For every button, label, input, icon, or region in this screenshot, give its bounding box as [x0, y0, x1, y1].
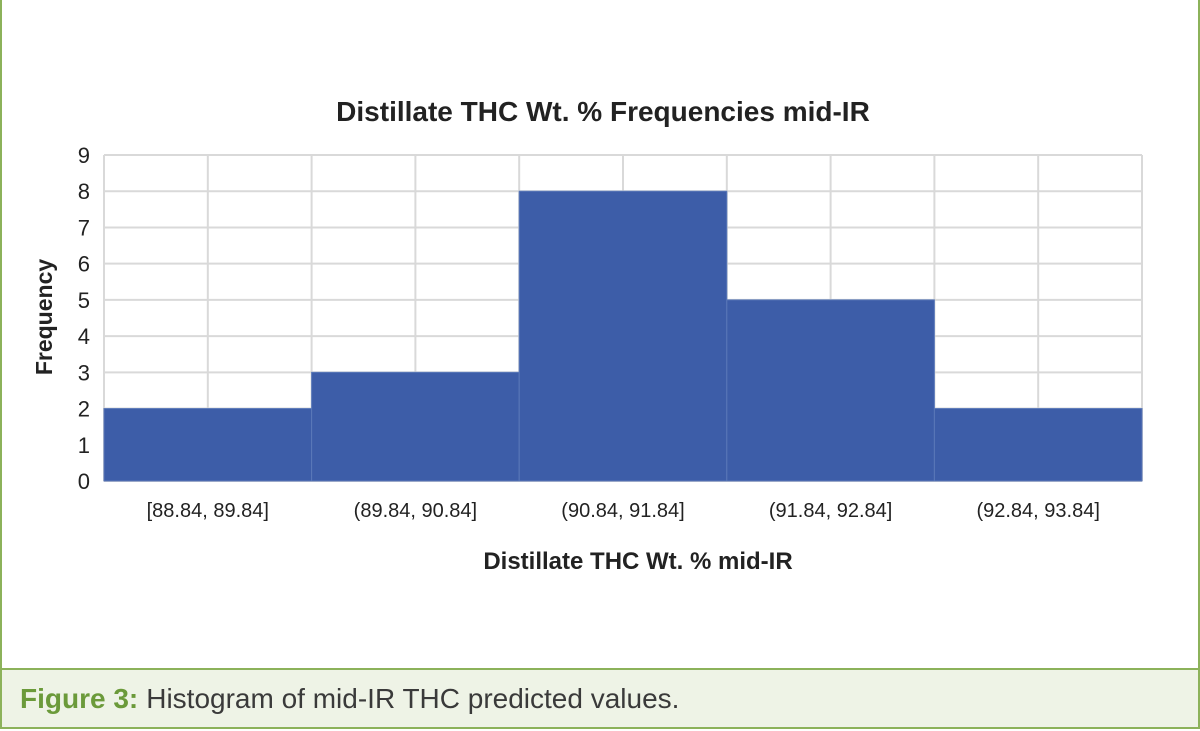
bars [103, 190, 1143, 482]
y-tick-label: 9 [78, 143, 90, 168]
x-tick-label: [88.84, 89.84] [147, 500, 269, 522]
y-tick-label: 3 [78, 360, 90, 385]
y-tick-label: 1 [78, 433, 90, 458]
y-tick-label: 7 [78, 215, 90, 240]
figure-caption: Figure 3: Histogram of mid-IR THC predic… [2, 668, 1198, 727]
x-axis-label: Distillate THC Wt. % mid-IR [483, 548, 792, 575]
histogram-bar [103, 408, 313, 482]
y-axis-label: Frequency [31, 259, 57, 376]
histogram-bar [311, 371, 520, 482]
x-tick-label: (92.84, 93.84] [976, 500, 1099, 522]
histogram-chart: Distillate THC Wt. % Frequencies mid-IR … [31, 96, 1143, 575]
figure-caption-text: Histogram of mid-IR THC predicted values… [146, 682, 680, 714]
figure-label: Figure 3: [20, 682, 139, 714]
x-tick-labels: [88.84, 89.84] (89.84, 90.84] (90.84, 91.8… [147, 500, 1100, 522]
y-tick-label: 0 [78, 469, 90, 494]
chart-area: Distillate THC Wt. % Frequencies mid-IR … [2, 0, 1198, 668]
chart-title: Distillate THC Wt. % Frequencies mid-IR [336, 96, 870, 127]
y-tick-label: 8 [78, 179, 90, 204]
histogram-bar [518, 190, 728, 482]
x-tick-label: (89.84, 90.84] [354, 500, 477, 522]
histogram-bar [726, 299, 935, 482]
y-tick-label: 5 [78, 288, 90, 313]
x-tick-label: (91.84, 92.84] [769, 500, 892, 522]
y-tick-labels: 0 1 2 3 4 5 6 7 8 9 [78, 143, 90, 494]
y-tick-label: 4 [78, 324, 90, 349]
histogram-bar [933, 408, 1143, 482]
x-tick-label: (90.84, 91.84] [561, 500, 684, 522]
y-tick-label: 2 [78, 397, 90, 422]
y-tick-label: 6 [78, 252, 90, 277]
